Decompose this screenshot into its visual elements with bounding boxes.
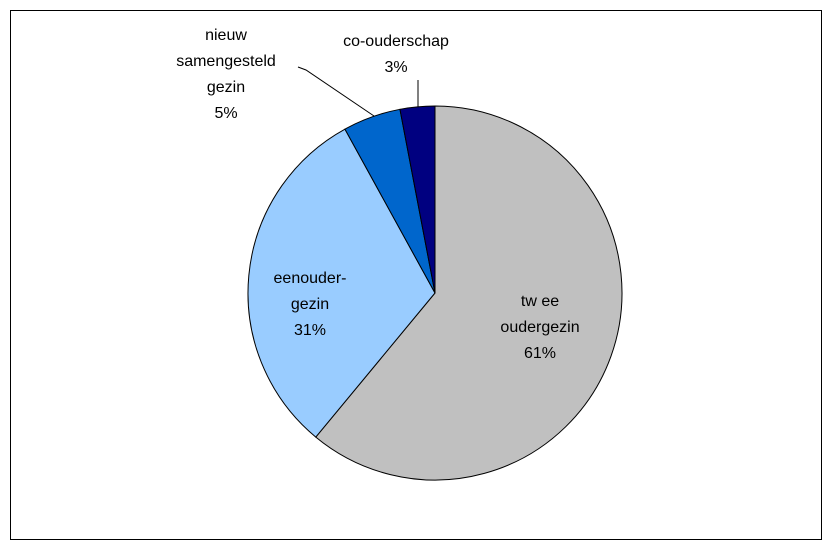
leader-line [297,66,375,117]
value-label: 3% [384,59,408,76]
category-label: eenouder- gezin [273,270,347,313]
slice-label: nieuw samengesteld gezin 5% [176,23,276,127]
value-label: 31% [293,322,327,339]
slice-label: co-ouderschap 3% [343,29,449,81]
category-label: tw ee oudergezin [500,293,580,336]
category-label: co-ouderschap [343,33,449,50]
pie-slice [247,128,436,438]
value-label: 5% [214,105,238,122]
slice-label: tw ee oudergezin 61% [500,289,579,367]
value-label: 61% [523,345,557,362]
pie-slice [315,105,623,481]
category-label: nieuw samengesteld gezin [176,27,276,96]
slice-label: eenouder- gezin 31% [274,266,347,344]
pie-slice [399,105,436,294]
